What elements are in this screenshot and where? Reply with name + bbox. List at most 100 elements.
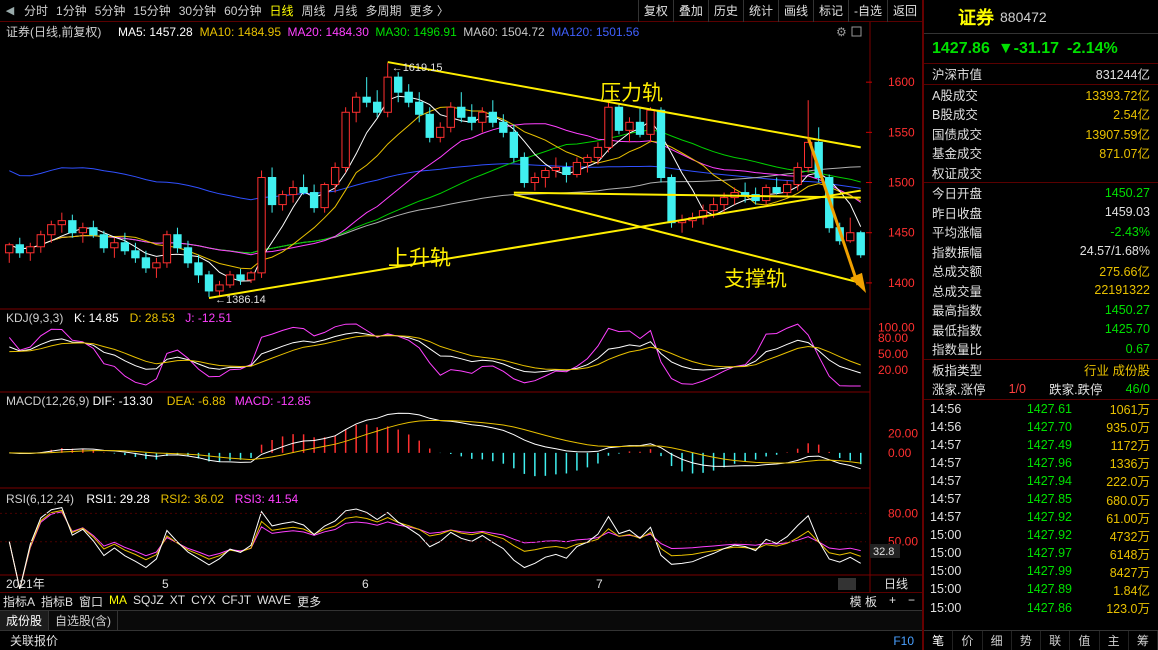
candle-body [625, 121, 634, 131]
candle-body [740, 192, 750, 196]
high-label: ←1619.15 [392, 62, 443, 74]
indicator-right-button[interactable]: + [888, 593, 896, 607]
quote-tab[interactable]: 价 [953, 631, 983, 650]
candle-body [26, 246, 35, 254]
up-label: 涨家.涨停 [932, 383, 986, 398]
indicator-right-button[interactable]: 模 板 [849, 595, 877, 609]
period-tab[interactable]: 5分钟 [94, 3, 126, 18]
trend-line-support[interactable] [513, 193, 861, 284]
quote-tab[interactable]: 联 [1041, 631, 1071, 650]
quote-tab[interactable]: 主 [1100, 631, 1129, 650]
indicator-button[interactable]: 指标A [3, 595, 36, 609]
trend-line-upper_mid[interactable] [513, 191, 861, 199]
bottom-tab[interactable]: 自选股(含) [49, 610, 119, 631]
candle-body [15, 244, 24, 254]
pressure-label: 压力轨 [600, 81, 663, 105]
f10-button[interactable]: F10 [893, 633, 914, 648]
kdj-j-line [8, 323, 861, 387]
stat-value: 1459.03 [1104, 205, 1150, 220]
ma10-line [9, 106, 861, 270]
tool-button[interactable]: 复权 [637, 0, 673, 22]
indicator-button[interactable]: 更多 [297, 595, 322, 609]
tool-button[interactable]: 叠加 [672, 0, 708, 22]
indicator-button[interactable]: CYX [191, 593, 216, 607]
period-corner[interactable]: 日线 [884, 577, 908, 591]
stat-label: 总成交量 [932, 284, 983, 299]
trade-time: 14:57 [930, 455, 962, 470]
quote-tab[interactable]: 势 [1012, 631, 1041, 650]
stat-label: 总成交额 [932, 265, 983, 280]
stat-row: 权证成交 [924, 163, 1158, 183]
candle-body [131, 250, 140, 259]
y-tick-label: 1500 [888, 176, 915, 190]
indicator-button[interactable]: 窗口 [79, 595, 104, 609]
period-tab[interactable]: 分时 [24, 3, 49, 18]
period-tab[interactable]: 日线 [269, 3, 294, 18]
ma-legend: MA5: 1457.28 [118, 25, 193, 39]
settings-icon[interactable]: ⚙ [836, 25, 847, 39]
down-arrow [806, 136, 860, 286]
period-tab[interactable]: 1分钟 [56, 3, 87, 18]
bottom-tab[interactable]: 成份股 [0, 610, 50, 631]
tool-button[interactable]: 统计 [742, 0, 778, 22]
candle-body [288, 187, 298, 196]
period-tab[interactable]: 15分钟 [133, 3, 171, 18]
back-icon[interactable]: ◀ [5, 5, 15, 17]
maximize-icon[interactable] [851, 26, 862, 37]
indicator-button[interactable]: XT [169, 593, 186, 607]
tool-button[interactable]: 返回 [886, 0, 922, 22]
indicator-button[interactable]: 指标B [41, 595, 74, 609]
stat-value: 22191322 [1094, 283, 1150, 298]
trend-line-up[interactable] [208, 189, 861, 299]
stat-value: 0.67 [1125, 341, 1150, 356]
period-tab[interactable]: 周线 [301, 3, 326, 18]
quote-tab[interactable]: 笔 [924, 631, 954, 650]
candle-body [593, 146, 603, 158]
indicator-right-button[interactable]: − [907, 593, 915, 607]
sector-value[interactable]: 行业 成份股 [1084, 363, 1150, 378]
top-toolbar: ◀ 分时 1分钟 5分钟 15分钟 30分钟 60分钟 日线 周线 月线 多周期 更多 〉 复权 叠加… [0, 0, 922, 22]
chart-area[interactable]: 证券(日线,前复权) MA5: 1457.28 MA10: 1484.95 MA20:… [0, 22, 922, 592]
period-tab[interactable]: 30分钟 [178, 3, 217, 18]
candle-body [551, 166, 561, 171]
indicator-list: 指标A 指标B 窗口 MA SQJZ XT CYX CFJT WAVE 更多 [0, 593, 324, 610]
stat-value: 2.54亿 [1113, 108, 1150, 123]
trade-time: 14:57 [930, 473, 962, 488]
candle-body [362, 96, 371, 103]
stat-label: 指数振幅 [932, 245, 983, 260]
tool-button[interactable]: 画线 [777, 0, 813, 22]
ma-legend: MA60: 1504.72 [463, 25, 545, 39]
trend-line-pressure[interactable] [387, 61, 861, 149]
trade-volume: 222.0万 [1106, 475, 1150, 490]
period-tab[interactable]: 多周期 [365, 3, 402, 18]
indicator-button[interactable]: CFJT [221, 593, 252, 607]
indicator-button[interactable]: WAVE [257, 593, 292, 607]
trade-price: 1427.86 [1026, 600, 1072, 615]
quote-tab[interactable]: 筹 [1129, 631, 1158, 650]
candle-body [267, 177, 277, 206]
trade-price: 1427.99 [1026, 564, 1072, 579]
candle-body [78, 227, 88, 234]
trade-volume: 1172万 [1110, 439, 1150, 454]
candle-body [173, 234, 182, 249]
period-tab[interactable]: 月线 [333, 3, 358, 18]
trade-row: 15:00 1427.97 6148万 [924, 544, 1158, 562]
stat-value: 871.07亿 [1099, 147, 1150, 162]
related-quotes[interactable]: 关联报价 [10, 634, 59, 648]
tool-button[interactable]: 历史 [707, 0, 743, 22]
indicator-button[interactable]: MA [109, 593, 128, 607]
scroll-handle[interactable] [838, 578, 856, 590]
rsi-legend: RSI3: 41.54 [235, 492, 299, 506]
tool-button[interactable]: -自选 [847, 0, 887, 22]
quote-tab[interactable]: 值 [1070, 631, 1100, 650]
candle-body [351, 96, 361, 113]
stat-value: 13393.72亿 [1085, 88, 1150, 103]
candle-body [478, 111, 487, 123]
quote-tab[interactable]: 细 [983, 631, 1012, 650]
indicator-button[interactable]: SQJZ [133, 593, 164, 607]
tool-button[interactable]: 标记 [812, 0, 848, 22]
trade-price: 1427.85 [1026, 492, 1072, 507]
period-tab[interactable]: 更多 〉 [409, 3, 449, 18]
period-tab[interactable]: 60分钟 [224, 3, 262, 18]
indicator-bar: 指标A 指标B 窗口 MA SQJZ XT CYX CFJT WAVE 更多 模 板 + − [0, 592, 922, 610]
